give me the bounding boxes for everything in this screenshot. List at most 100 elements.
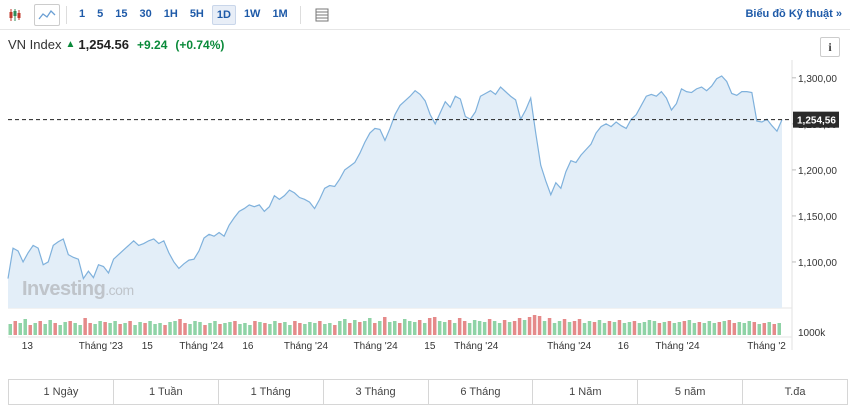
volume-bar (333, 325, 337, 335)
volume-bar (462, 321, 467, 335)
volume-bar (78, 325, 82, 335)
volume-bar (303, 324, 307, 335)
range-button[interactable]: T.đa (784, 386, 806, 398)
volume-bar (772, 324, 777, 335)
area-chart-icon[interactable] (34, 3, 60, 26)
range-button[interactable]: 1 Tháng (219, 380, 324, 404)
volume-bar (238, 324, 242, 335)
table-icon[interactable] (311, 4, 333, 26)
range-button[interactable]: 3 Tháng (324, 380, 429, 404)
volume-bar (472, 320, 477, 335)
x-tick-label: Tháng '2 (747, 341, 786, 352)
volume-bar (203, 325, 207, 335)
volume-bar (567, 322, 572, 335)
x-tick-label: Tháng '23 (79, 341, 124, 352)
volume-bar (757, 324, 762, 335)
interval-15[interactable]: 15 (115, 7, 128, 20)
y-tick-label: 1,300,00 (798, 74, 837, 85)
volume-bar (48, 320, 52, 335)
volume-bar (512, 321, 517, 335)
x-tick-label: Tháng '24 (354, 341, 399, 352)
volume-bar (617, 320, 622, 335)
index-change-percent: (+0.74%) (175, 37, 225, 52)
volume-bar (293, 321, 297, 335)
volume-bar (652, 321, 657, 335)
volume-bar (532, 315, 537, 335)
volume-bar (118, 324, 122, 335)
volume-bar (298, 323, 302, 335)
volume-bar (662, 322, 667, 335)
volume-bar (163, 325, 167, 335)
volume-bar (178, 319, 182, 335)
volume-bar (417, 320, 422, 335)
volume-bar (98, 321, 102, 335)
volume-bar (88, 323, 92, 335)
index-price: 1,254.56 (78, 37, 129, 52)
interval-1[interactable]: 1 (79, 7, 86, 20)
x-tick-label: 13 (22, 341, 34, 352)
volume-bar (747, 321, 752, 335)
volume-bar (368, 318, 372, 335)
candlestick-icon[interactable] (4, 4, 26, 26)
up-arrow-icon: ▲ (65, 39, 76, 50)
x-tick-label: Tháng '24 (284, 341, 329, 352)
volume-bar (393, 321, 397, 335)
volume-bar (133, 325, 137, 335)
range-button[interactable]: 1 Năm (533, 380, 639, 404)
volume-bar (138, 322, 142, 335)
volume-axis-label: 1000k (798, 328, 826, 339)
interval-1w[interactable]: 1W (243, 7, 261, 20)
volume-bar (253, 321, 257, 335)
volume-bar (63, 322, 67, 335)
volume-bar (437, 321, 442, 335)
interval-1d[interactable]: 1D (211, 4, 236, 25)
volume-bar (477, 321, 482, 335)
range-button[interactable]: 1 Ngày (9, 380, 114, 404)
info-button[interactable]: i (820, 37, 840, 57)
x-tick-label: Tháng '24 (547, 341, 592, 352)
interval-1h[interactable]: 1H (163, 7, 178, 20)
volume-bar (677, 322, 682, 335)
interval-1m[interactable]: 1M (272, 7, 288, 20)
x-tick-label: Tháng '24 (179, 341, 224, 352)
volume-bar (188, 324, 192, 335)
volume-bar (442, 322, 447, 335)
volume-bar (592, 322, 597, 335)
volume-bar (228, 322, 232, 335)
volume-bar (18, 323, 22, 335)
interval-5[interactable]: 5 (97, 7, 104, 20)
toolbar-divider (299, 5, 301, 24)
y-tick-label: 1,200,00 (798, 166, 837, 177)
x-tick-label: 16 (242, 341, 254, 352)
volume-bar (712, 323, 717, 335)
volume-bar (43, 324, 47, 335)
volume-bar (587, 321, 592, 335)
technical-chart-link[interactable]: Biểu đồ Kỹ thuật » (745, 8, 842, 20)
interval-5h[interactable]: 5H (189, 7, 204, 20)
volume-bar (562, 319, 567, 335)
volume-bar (193, 321, 197, 335)
volume-bar (258, 322, 262, 335)
volume-bar (113, 321, 117, 335)
range-button[interactable]: 5 năm (638, 380, 744, 404)
x-tick-label: 15 (424, 341, 436, 352)
volume-bar (343, 319, 347, 335)
interval-30[interactable]: 30 (139, 7, 152, 20)
volume-bar (612, 322, 617, 335)
volume-bar (487, 319, 492, 335)
volume-bar (642, 322, 647, 335)
range-button[interactable]: 1 Tuần (114, 380, 219, 404)
volume-bar (517, 318, 522, 335)
volume-bar (13, 321, 17, 335)
volume-bar (762, 323, 767, 335)
range-button[interactable]: 6 Tháng (429, 380, 534, 404)
x-tick-label: Tháng '24 (454, 341, 499, 352)
volume-bar (742, 323, 747, 335)
volume-bar (537, 316, 542, 335)
volume-bar (687, 320, 692, 335)
volume-bar (527, 317, 532, 335)
volume-bar (737, 322, 742, 335)
price-chart[interactable]: 1,300,001,250,001,200,001,150,001,100,00… (0, 60, 850, 360)
volume-bar (767, 322, 772, 335)
